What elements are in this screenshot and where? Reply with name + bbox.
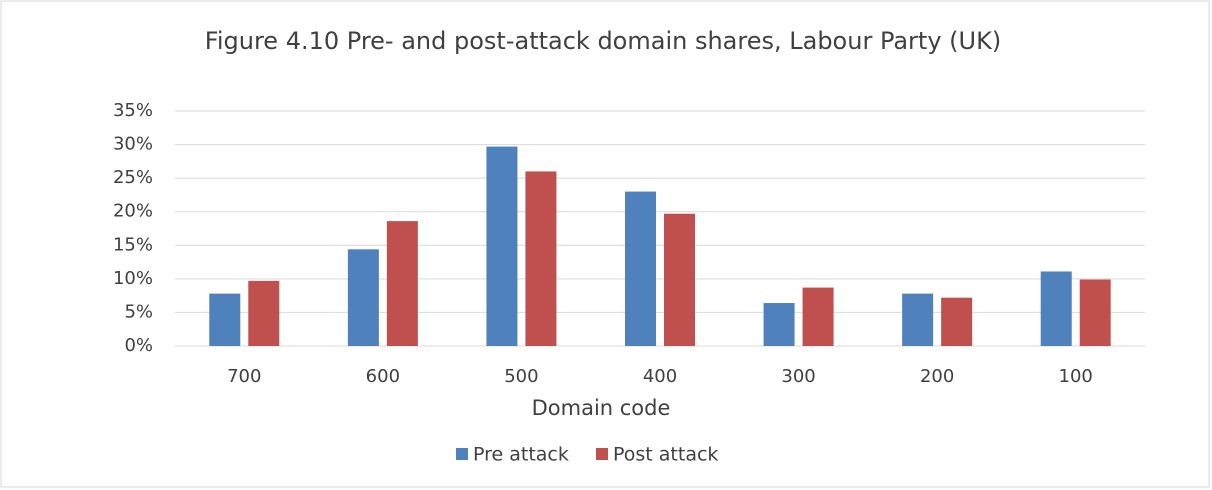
bar (486, 146, 518, 346)
bar (209, 293, 241, 346)
y-tick-label: 15% (113, 234, 153, 255)
bar (763, 303, 795, 346)
x-tick-label: 700 (227, 366, 261, 387)
y-tick-label: 20% (113, 201, 153, 222)
chart-title: Figure 4.10 Pre- and post-attack domain … (205, 27, 1001, 55)
legend-swatch (596, 448, 608, 460)
bar (664, 213, 695, 346)
bar (902, 293, 934, 346)
bar (347, 249, 379, 346)
bar (1079, 279, 1111, 346)
x-axis-label: Domain code (532, 396, 671, 420)
y-tick-label: 5% (124, 301, 153, 322)
y-tick-label: 0% (124, 335, 153, 356)
y-tick-label: 10% (113, 268, 153, 289)
bar (386, 221, 418, 346)
bar (1040, 271, 1072, 346)
x-tick-label: 500 (504, 366, 538, 387)
x-tick-label: 200 (920, 366, 954, 387)
legend-label: Post attack (613, 444, 718, 466)
bar (802, 287, 834, 346)
legend-label: Pre attack (473, 444, 569, 466)
bar (941, 297, 973, 346)
x-tick-label: 600 (366, 366, 400, 387)
bar (525, 171, 557, 346)
bar (248, 280, 280, 346)
bar (625, 191, 656, 346)
legend-swatch (456, 448, 468, 460)
x-tick-label: 100 (1059, 366, 1093, 387)
y-tick-label: 35% (113, 100, 153, 121)
y-tick-label: 30% (113, 134, 153, 155)
x-tick-label: 300 (781, 366, 815, 387)
x-tick-label: 400 (643, 366, 677, 387)
y-tick-label: 25% (113, 167, 153, 188)
